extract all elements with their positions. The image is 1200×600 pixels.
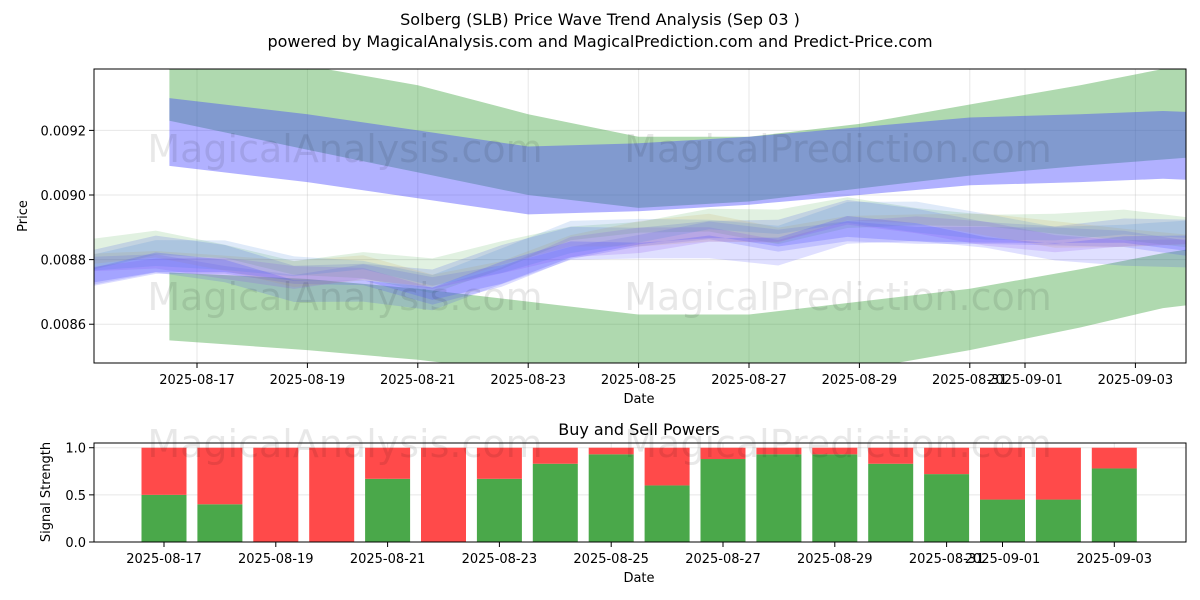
top-x-tick-label-5: 2025-08-27 (711, 373, 787, 388)
bottom-x-tick-label-4: 2025-08-25 (573, 552, 649, 567)
sell-bar-8 (588, 447, 634, 455)
top-y-tick-label-1: 0.0088 (41, 254, 87, 269)
bottom-x-tick-label-7: 2025-08-31 (909, 552, 985, 567)
lower-green-band (169, 249, 1186, 363)
sell-bar-3 (309, 447, 355, 542)
bottom-x-tick-label-8: 2025-09-01 (965, 552, 1041, 567)
sell-bar-13 (868, 447, 914, 464)
watermark-top-right: MagicalPrediction.com (624, 127, 1052, 171)
bottom-x-tick-label-5: 2025-08-27 (685, 552, 761, 567)
upper-blue-band (169, 98, 1186, 215)
sell-bar-15 (980, 447, 1025, 500)
buy-bar-1 (197, 504, 243, 542)
buy-bar-6 (476, 478, 522, 542)
buy-bar-9 (644, 485, 690, 542)
bottom-x-axis-label: Date (623, 571, 654, 586)
bottom-x-tick-label-6: 2025-08-29 (797, 552, 873, 567)
sell-bar-5 (421, 447, 466, 542)
watermark-bottom-right: MagicalPrediction.com (624, 422, 1052, 466)
price-wave-layer-1 (94, 197, 1186, 294)
bottom-y-axis-label: Signal Strength (39, 442, 54, 542)
buy-sell-plot: Buy and Sell Powers MagicalAnalysis.com … (39, 420, 1187, 586)
sell-bar-6 (476, 447, 522, 479)
sell-bar-7 (532, 447, 578, 464)
buy-bar-16 (1035, 499, 1081, 542)
sell-bar-17 (1091, 447, 1137, 469)
top-x-tick-label-4: 2025-08-25 (601, 373, 677, 388)
sell-bar-2 (253, 447, 299, 542)
sell-bar-14 (924, 447, 970, 475)
bottom-y-tick-label-1: 0.5 (65, 489, 86, 504)
sell-bar-1 (197, 447, 243, 505)
top-x-tick-label-9: 2025-09-03 (1098, 373, 1174, 388)
watermark-bottom-left: MagicalAnalysis.com (147, 422, 542, 466)
sell-bar-10 (700, 447, 746, 460)
price-wave-plot: MagicalAnalysis.com MagicalPrediction.co… (16, 68, 1187, 407)
top-plot-frame (93, 68, 1187, 364)
top-x-tick-label-3: 2025-08-23 (490, 373, 566, 388)
chart-subtitle: powered by MagicalAnalysis.com and Magic… (267, 32, 933, 51)
top-x-tick-label-2: 2025-08-21 (380, 373, 456, 388)
top-y-axis-label: Price (16, 200, 31, 232)
buy-bar-11 (756, 454, 802, 542)
bottom-x-tick-label-9: 2025-09-03 (1077, 552, 1153, 567)
top-y-tick-label-2: 0.0090 (41, 189, 87, 204)
sell-bar-0 (141, 447, 187, 495)
buy-bar-15 (980, 499, 1025, 542)
price-wave-layer-0 (94, 199, 1186, 305)
buy-bar-13 (868, 463, 914, 542)
top-x-tick-label-1: 2025-08-19 (270, 373, 346, 388)
price-wave-layer-5 (94, 201, 1186, 286)
top-x-tick-label-8: 2025-09-01 (987, 373, 1063, 388)
top-x-tick-label-6: 2025-08-29 (822, 373, 898, 388)
top-x-tick-label-7: 2025-08-31 (932, 373, 1008, 388)
sell-bar-9 (644, 447, 690, 486)
watermark-top-left: MagicalAnalysis.com (147, 127, 542, 171)
price-wave-layer-6 (94, 216, 1186, 300)
buy-bar-10 (700, 459, 746, 542)
top-plot-background (94, 69, 1186, 363)
bottom-y-tick-label-0: 0.0 (65, 536, 86, 551)
top-y-tick-label-3: 0.0092 (41, 124, 87, 139)
price-wave-layer-4 (94, 216, 1186, 289)
buy-bar-7 (532, 463, 578, 542)
chart-title: Solberg (SLB) Price Wave Trend Analysis … (400, 10, 800, 29)
buy-bar-17 (1091, 468, 1137, 542)
bottom-x-tick-label-0: 2025-08-17 (126, 552, 202, 567)
price-wave-layer-2 (94, 221, 1186, 311)
bottom-plot-frame (93, 442, 1187, 543)
upper-green-band (169, 69, 1186, 208)
sell-bar-12 (812, 447, 858, 455)
top-series-group (94, 69, 1186, 363)
sell-bar-11 (756, 447, 802, 455)
buy-bar-4 (365, 478, 411, 542)
top-x-axis-label: Date (623, 392, 654, 407)
bottom-x-tick-label-3: 2025-08-23 (462, 552, 538, 567)
top-x-tick-label-0: 2025-08-17 (159, 373, 235, 388)
buy-bar-14 (924, 474, 970, 542)
sell-bar-4 (365, 447, 411, 479)
sell-bar-16 (1035, 447, 1081, 500)
buy-bar-8 (588, 454, 634, 542)
bottom-y-tick-label-2: 1.0 (65, 442, 86, 457)
watermark-mid-right: MagicalPrediction.com (624, 275, 1052, 319)
bottom-x-tick-label-1: 2025-08-19 (238, 552, 314, 567)
top-y-tick-label-0: 0.0086 (41, 318, 87, 333)
buy-bar-0 (141, 494, 187, 542)
watermark-mid-left: MagicalAnalysis.com (147, 275, 542, 319)
bottom-plot-title: Buy and Sell Powers (558, 420, 720, 439)
price-wave-layer-3 (94, 213, 1186, 288)
buy-bar-12 (812, 454, 858, 542)
bottom-x-tick-label-2: 2025-08-21 (350, 552, 426, 567)
